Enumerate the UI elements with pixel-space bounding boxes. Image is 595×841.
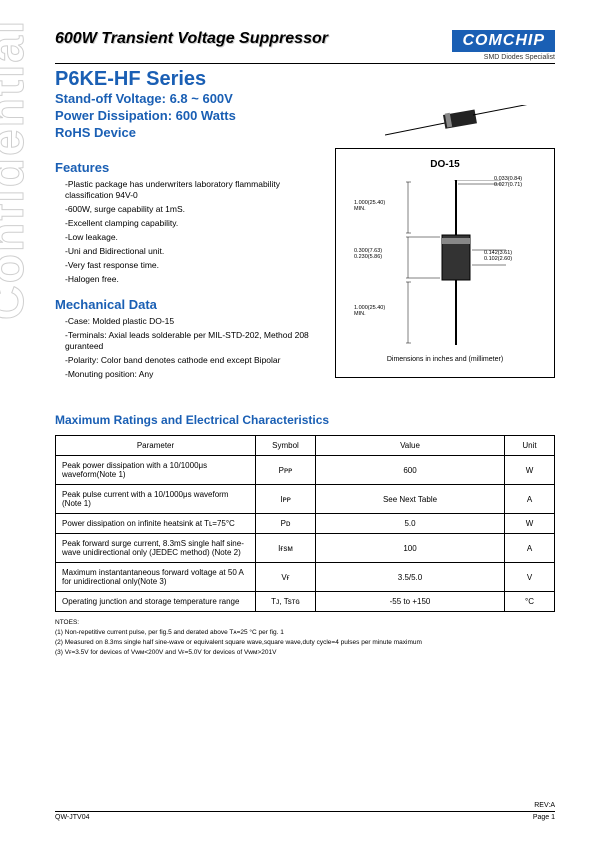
note-item: (2) Measured on 8.3ms single half sine-w… bbox=[55, 638, 555, 648]
features-title: Features bbox=[55, 160, 315, 175]
package-diagram-box: DO-15 bbox=[335, 148, 555, 378]
cell-parameter: Operating junction and storage temperatu… bbox=[56, 592, 256, 612]
col-value: Value bbox=[316, 436, 505, 456]
cell-unit: V bbox=[505, 563, 555, 592]
cell-symbol: Iᴘᴘ bbox=[256, 485, 316, 514]
feature-item: -Uni and Bidirectional unit. bbox=[65, 246, 315, 257]
mechanical-list: -Case: Molded plastic DO-15 -Terminals: … bbox=[55, 316, 315, 380]
dim-body-dia: 0.300(7.63) 0.230(5.86) bbox=[354, 248, 382, 260]
note-item: (3) Vғ=3.5V for devices of Vᴡᴍ<200V and … bbox=[55, 648, 555, 658]
package-title: DO-15 bbox=[346, 159, 544, 170]
left-column: Features -Plastic package has underwrite… bbox=[55, 148, 315, 384]
note-item: (1) Non-repetitive current pulse, per fi… bbox=[55, 628, 555, 638]
cell-value: 5.0 bbox=[316, 514, 505, 534]
mechanical-item: -Case: Molded plastic DO-15 bbox=[65, 316, 315, 327]
ratings-table: Parameter Symbol Value Unit Peak power d… bbox=[55, 435, 555, 612]
mechanical-item: -Monuting position: Any bbox=[65, 369, 315, 380]
doc-title: 600W Transient Voltage Suppressor bbox=[55, 30, 328, 48]
cell-value: 100 bbox=[316, 534, 505, 563]
feature-item: -600W, surge capability at 1mS. bbox=[65, 204, 315, 215]
feature-item: -Halogen free. bbox=[65, 274, 315, 285]
col-unit: Unit bbox=[505, 436, 555, 456]
footer: QW-JTV04 Page 1 bbox=[55, 811, 555, 821]
col-symbol: Symbol bbox=[256, 436, 316, 456]
mechanical-title: Mechanical Data bbox=[55, 297, 315, 312]
package-diagram: 1.000(25.40) MIN. 0.033(0.84) 0.027(0.71… bbox=[346, 180, 544, 350]
col-parameter: Parameter bbox=[56, 436, 256, 456]
logo-box: COMCHIP SMD Diodes Specialist bbox=[452, 30, 555, 61]
cell-unit: A bbox=[505, 534, 555, 563]
series-title: P6KE-HF Series bbox=[55, 68, 555, 91]
feature-item: -Very fast response time. bbox=[65, 260, 315, 271]
footer-right: Page 1 bbox=[533, 814, 555, 821]
cell-value: 3.5/5.0 bbox=[316, 563, 505, 592]
mechanical-item: -Terminals: Axial leads solderable per M… bbox=[65, 330, 315, 352]
diode-illustration bbox=[385, 105, 545, 145]
cell-unit: W bbox=[505, 456, 555, 485]
package-footer: Dimensions in inches and (millimeter) bbox=[346, 356, 544, 363]
logo: COMCHIP bbox=[452, 30, 555, 52]
cell-parameter: Peak forward surge current, 8.3mS single… bbox=[56, 534, 256, 563]
revision: REV:A bbox=[534, 802, 555, 809]
dim-body-len: 0.142(3.61) 0.102(2.60) bbox=[484, 250, 512, 262]
cell-parameter: Maximum instantantaneous forward voltage… bbox=[56, 563, 256, 592]
cell-parameter: Peak power dissipation with a 10/1000μs … bbox=[56, 456, 256, 485]
cell-parameter: Peak pulse current with a 10/1000μs wave… bbox=[56, 485, 256, 514]
dim-diameter: 0.033(0.84) 0.027(0.71) bbox=[494, 176, 522, 188]
table-row: Peak forward surge current, 8.3mS single… bbox=[56, 534, 555, 563]
cell-value: -55 to +150 bbox=[316, 592, 505, 612]
mechanical-item: -Polarity: Color band denotes cathode en… bbox=[65, 355, 315, 366]
notes-title: NTOES: bbox=[55, 618, 555, 628]
table-header-row: Parameter Symbol Value Unit bbox=[56, 436, 555, 456]
cell-symbol: Vғ bbox=[256, 563, 316, 592]
cell-symbol: Tᴊ, Tsᴛɢ bbox=[256, 592, 316, 612]
table-row: Operating junction and storage temperatu… bbox=[56, 592, 555, 612]
cell-symbol: Pᴅ bbox=[256, 514, 316, 534]
cell-symbol: Iғsᴍ bbox=[256, 534, 316, 563]
header: 600W Transient Voltage Suppressor COMCHI… bbox=[55, 30, 555, 64]
table-row: Maximum instantantaneous forward voltage… bbox=[56, 563, 555, 592]
dim-top-lead: 1.000(25.40) MIN. bbox=[354, 200, 385, 212]
cell-unit: W bbox=[505, 514, 555, 534]
feature-item: -Excellent clamping capability. bbox=[65, 218, 315, 229]
logo-subtitle: SMD Diodes Specialist bbox=[452, 54, 555, 61]
feature-item: -Low leakage. bbox=[65, 232, 315, 243]
footer-left: QW-JTV04 bbox=[55, 814, 90, 821]
cell-value: See Next Table bbox=[316, 485, 505, 514]
table-row: Peak pulse current with a 10/1000μs wave… bbox=[56, 485, 555, 514]
cell-parameter: Power dissipation on infinite heatsink a… bbox=[56, 514, 256, 534]
table-row: Peak power dissipation with a 10/1000μs … bbox=[56, 456, 555, 485]
notes: NTOES: (1) Non-repetitive current pulse,… bbox=[55, 618, 555, 657]
dim-bot-lead: 1.000(25.40) MIN. bbox=[354, 305, 385, 317]
cell-unit: A bbox=[505, 485, 555, 514]
ratings-title: Maximum Ratings and Electrical Character… bbox=[55, 413, 555, 427]
cell-unit: °C bbox=[505, 592, 555, 612]
cell-symbol: Pᴘᴘ bbox=[256, 456, 316, 485]
features-list: -Plastic package has underwriters labora… bbox=[55, 179, 315, 285]
feature-item: -Plastic package has underwriters labora… bbox=[65, 179, 315, 201]
cell-value: 600 bbox=[316, 456, 505, 485]
table-row: Power dissipation on infinite heatsink a… bbox=[56, 514, 555, 534]
